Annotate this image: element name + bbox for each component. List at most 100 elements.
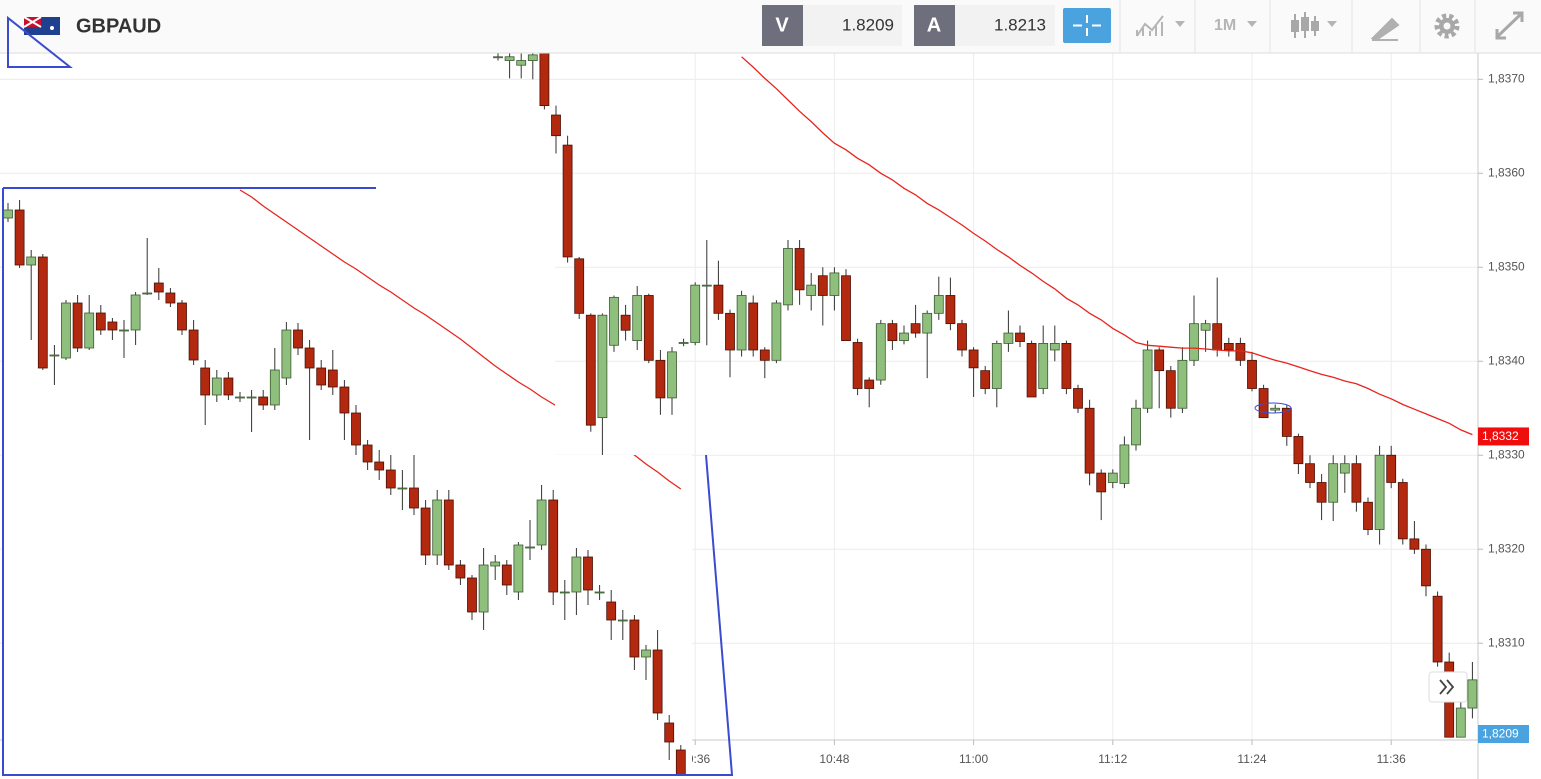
chart-type-icon — [1136, 15, 1164, 37]
candle-body — [1154, 349, 1165, 372]
candle-body — [165, 292, 176, 304]
scroll-button-box[interactable] — [1428, 671, 1468, 703]
candle-body — [887, 323, 898, 341]
annotation-triangle — [7, 15, 73, 68]
price-markers: 1,8332 1,8209 — [1478, 427, 1529, 743]
candle-body — [675, 749, 686, 775]
candle-body — [1189, 323, 1199, 361]
candle-body — [629, 619, 640, 658]
candle-body — [293, 329, 303, 349]
candle-body — [548, 499, 559, 593]
period: 1M — [1214, 17, 1236, 34]
ask-price: 1.8213 — [994, 15, 1046, 34]
candle-body — [281, 329, 292, 379]
chart-type-button[interactable] — [1136, 15, 1185, 37]
candle-body — [119, 329, 129, 332]
x-tick-label: 10:48 — [819, 752, 849, 766]
toolbar: GBPAUD V 1.8209 A 1.8213 1M — [0, 0, 1541, 68]
candle-body — [525, 546, 535, 549]
candle-body — [223, 377, 234, 396]
candle-body — [632, 295, 643, 341]
candle-body — [1409, 538, 1420, 550]
bid-box[interactable] — [803, 5, 902, 46]
candle-body — [107, 321, 118, 331]
settings-button[interactable] — [1434, 13, 1460, 39]
candle-body — [597, 314, 608, 419]
candle-body — [655, 359, 666, 399]
scroll-icon — [1439, 679, 1455, 695]
candle-body — [875, 323, 886, 381]
candle-body — [478, 564, 489, 613]
flag-cross — [23, 16, 42, 28]
caret — [1327, 21, 1337, 27]
candle-body — [1015, 332, 1025, 342]
y-tick-label: 1,8350 — [1488, 259, 1525, 273]
candle-body — [559, 591, 570, 594]
inset — [2, 187, 734, 776]
candle-body — [794, 248, 805, 291]
candle-body — [701, 284, 712, 287]
candle-body — [1293, 436, 1304, 465]
candle-body — [1397, 482, 1408, 540]
candle-body — [130, 294, 141, 331]
candle-body — [37, 256, 48, 369]
candle-body — [771, 302, 782, 361]
candle-body — [571, 556, 582, 593]
y-tick-label: 1,8370 — [1488, 71, 1525, 85]
candle-body — [327, 369, 338, 388]
ask-box[interactable] — [955, 5, 1055, 46]
candle-body — [49, 354, 60, 357]
bid-label-box[interactable] — [762, 5, 803, 46]
ask-label-box[interactable] — [914, 5, 955, 46]
candle-body — [211, 377, 222, 396]
axes: 1,8310 1,8320 1,8330 1,8340 1,8350 1,8360 1,83… — [680, 71, 1525, 766]
candle-body — [713, 284, 724, 314]
crosshair-button[interactable] — [1063, 8, 1111, 43]
candle-body — [1177, 359, 1188, 409]
candle-body — [620, 314, 631, 331]
caret — [1175, 21, 1185, 27]
candle-body — [536, 499, 547, 546]
candle-body — [1107, 472, 1118, 483]
candle-body — [501, 564, 512, 586]
x-tick-label: 11:12 — [1098, 752, 1127, 766]
candle-body — [1212, 323, 1223, 351]
candle-body — [1339, 463, 1350, 474]
y-tick-label: 1,8310 — [1488, 635, 1525, 649]
ask-label: A — [927, 14, 941, 36]
candle-body — [817, 275, 828, 296]
candle-body — [725, 312, 735, 351]
period-button[interactable]: 1M — [1214, 17, 1257, 34]
candle-body — [200, 367, 211, 396]
draw-tool-icon[interactable] — [1370, 17, 1400, 41]
scroll-button[interactable] — [1428, 671, 1468, 703]
flag-icon — [23, 16, 60, 35]
candle-icon — [1311, 21, 1319, 31]
candle-body — [852, 342, 863, 389]
gear-hole — [1443, 22, 1451, 30]
crosshair-icon — [1073, 15, 1101, 36]
candle-body — [339, 386, 350, 414]
candle-body — [562, 144, 573, 258]
candle-body — [841, 275, 851, 341]
candle-icon — [1291, 20, 1299, 32]
candle-body — [609, 296, 619, 346]
candle-body — [1305, 463, 1315, 483]
bid-label: V — [775, 14, 789, 36]
candle-body — [606, 601, 617, 621]
fullscreen-icon[interactable] — [1495, 11, 1524, 40]
candle-body — [1096, 472, 1107, 493]
candle-body — [1223, 343, 1234, 351]
candle-body — [516, 60, 527, 66]
candle-body — [351, 412, 361, 446]
candle-body — [829, 272, 840, 296]
candle-body — [142, 292, 153, 295]
candle-body — [759, 349, 770, 361]
candle-body — [551, 114, 561, 137]
candle-style-button[interactable] — [1291, 12, 1337, 38]
candle-body — [1049, 343, 1060, 351]
candle-body — [188, 329, 199, 361]
candle-body — [1038, 343, 1049, 389]
candle-body — [14, 209, 25, 266]
